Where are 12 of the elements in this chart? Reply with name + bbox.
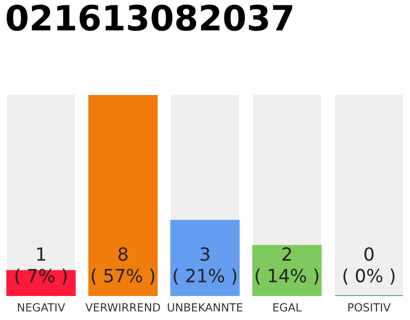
data-label: 0 ( 0% ) [343,247,395,285]
x-tick-label: VERWIRREND [85,303,160,312]
data-label: 1 ( 7% ) [15,247,67,285]
data-label: 2 ( 14% ) [256,247,318,285]
chart-title: 021613082037 [6,4,292,31]
bar [6,270,76,296]
data-label: 3 ( 21% ) [174,247,236,285]
x-tick-label: NEGATIV [18,303,66,312]
x-tick-label: POSITIV [348,303,391,312]
x-tick-label: EGAL [273,303,302,312]
x-tick-label: UNBEKANNTE [168,303,242,312]
data-label: 8 ( 57% ) [92,247,154,285]
